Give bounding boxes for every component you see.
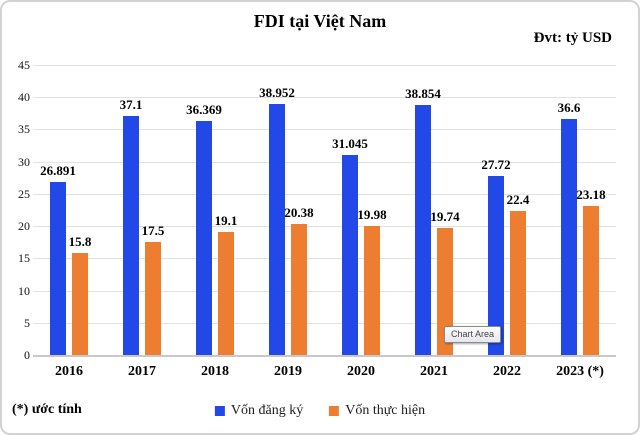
gridline [33,258,616,260]
bar-series-1-2020 [342,155,358,355]
y-axis-label: 5 [24,315,30,330]
legend-item-von-dang-ky: Vốn đăng ký [214,403,304,419]
value-label: 19.98 [357,207,387,222]
bar-series-2-2019 [291,224,307,355]
bar-series-2-2021 [437,228,453,355]
value-label: 36.369 [186,102,222,117]
legend: Vốn đăng ký Vốn thực hiện [214,403,425,419]
bar-series-2-2023 [583,206,599,355]
bar-series-2-2018 [218,232,234,355]
gridline [33,322,616,324]
bar-series-1-2017 [123,116,139,355]
value-label: 31.045 [332,136,368,151]
value-label: 17.5 [141,223,165,238]
y-axis-label: 15 [18,251,30,266]
x-axis-label: 2022 [493,364,521,379]
y-axis-label: 35 [18,122,30,137]
value-label: 37.1 [119,97,143,112]
x-axis-line [33,355,616,357]
bar-series-2-2017 [145,242,161,355]
gridline [33,65,616,66]
bar-series-1-2018 [196,121,212,355]
y-axis-label: 25 [18,186,30,201]
value-label: 22.4 [506,192,530,207]
value-label: 36.6 [557,100,581,115]
bar-series-1-2021 [415,105,431,355]
bar-series-1-2023 [561,119,577,355]
footnote: (*) ước tính [12,402,82,417]
y-axis-label: 30 [18,154,30,169]
legend-swatch-orange-icon [329,406,340,416]
value-label: 27.72 [481,157,511,172]
legend-item-von-thuc-hien: Vốn thực hiện [329,403,425,419]
y-axis-label: 20 [18,219,30,234]
x-axis-label: 2019 [274,364,302,379]
x-axis-label: 2016 [55,364,83,379]
value-label: 19.74 [430,209,460,224]
value-label: 38.854 [405,86,441,101]
gridline [33,161,616,163]
y-axis-label: 10 [18,283,30,298]
gridline [33,193,616,195]
legend-label: Vốn thực hiện [345,403,426,418]
x-axis-label: 2017 [128,364,156,379]
bar-series-1-2022 [488,176,504,355]
gridline [33,290,616,292]
gridline [33,129,616,131]
unit-label: Đvt: tỷ USD [533,30,612,46]
y-axis-label: 40 [18,90,30,105]
value-label: 38.952 [259,85,295,100]
value-label: 26.891 [40,163,76,178]
x-axis-label: 2018 [201,364,229,379]
x-axis-label: 2020 [347,364,375,379]
bar-series-1-2016 [50,182,66,355]
chart-title: FDI tại Việt Nam [253,11,387,31]
bar-series-2-2022 [510,211,526,355]
bar-series-2-2016 [72,253,88,355]
x-axis-label: 2023 (*) [556,364,604,379]
chart-area-tooltip: Chart Area [444,326,502,343]
gridline [33,97,616,99]
legend-label: Vốn đăng ký [230,403,304,418]
value-label: 19.1 [214,213,238,228]
value-label: 23.18 [576,187,606,202]
bar-series-2-2020 [364,226,380,355]
y-axis-label: 0 [24,348,30,362]
value-label: 15.8 [68,234,92,249]
value-label: 20.38 [284,205,314,220]
x-axis-label: 2021 [420,364,448,379]
legend-swatch-blue-icon [214,406,225,416]
gridline [33,226,616,228]
y-axis-label: 45 [18,58,30,72]
bar-series-1-2019 [269,104,285,355]
